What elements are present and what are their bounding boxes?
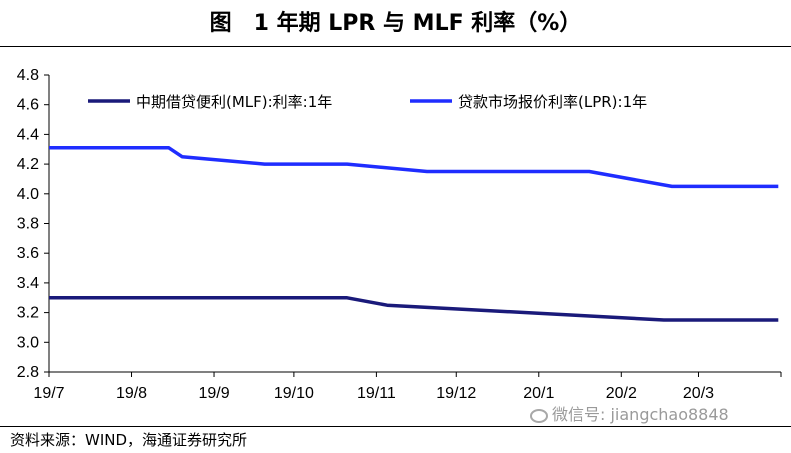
y-tick-label: 4.2 (17, 156, 39, 173)
y-tick-label: 4.0 (17, 186, 39, 203)
bottom-rule (0, 426, 791, 427)
legend-label-lpr: 贷款市场报价利率(LPR):1年 (458, 93, 647, 111)
series-line-lpr (49, 146, 779, 189)
chart-legend: 中期借贷便利(MLF):利率:1年 贷款市场报价利率(LPR):1年 (88, 93, 647, 111)
y-tick-label: 3.2 (17, 305, 39, 322)
x-tick-label: 20/3 (683, 385, 714, 402)
legend-label-mlf: 中期借贷便利(MLF):利率:1年 (136, 93, 332, 111)
watermark-text: 微信号: jiangchao8848 (552, 405, 729, 424)
y-tick-label: 4.6 (17, 97, 39, 114)
y-tick-label: 3.0 (17, 334, 39, 351)
source-note: 资料来源：WIND，海通证券研究所 (10, 431, 248, 449)
y-tick-label: 3.4 (17, 275, 39, 292)
y-tick-label: 2.8 (17, 364, 39, 381)
y-tick-label: 4.4 (17, 126, 39, 143)
y-axis-ticks: 2.8 3.0 3.2 3.4 3.6 3.8 4.0 4.2 4.4 4.6 4.8 (17, 67, 49, 381)
y-tick-label: 3.6 (17, 245, 39, 262)
x-tick-label: 19/7 (33, 385, 64, 402)
wechat-icon (530, 408, 548, 423)
line-chart: 2.83.03.23.43.63.84.04.24.44.64.8 19/7 19… (17, 67, 782, 402)
y-tick-label: 4.8 (17, 67, 39, 84)
chart-series (49, 146, 779, 322)
top-rule (0, 46, 791, 47)
y-tick-label: 3.8 (17, 216, 39, 233)
x-tick-label: 20/2 (606, 385, 637, 402)
x-tick-label: 19/11 (357, 385, 396, 402)
series-line-mlf (49, 296, 779, 322)
x-tick-label: 20/1 (523, 385, 554, 402)
watermark: 微信号: jiangchao8848 (530, 404, 729, 426)
chart-axes (48, 75, 781, 373)
x-tick-label: 19/10 (274, 385, 314, 402)
x-tick-label: 19/12 (436, 385, 476, 402)
x-tick-label: 19/8 (116, 385, 147, 402)
x-tick-label: 19/9 (198, 385, 229, 402)
x-axis-ticks: 19/7 19/8 19/9 19/10 19/11 19/12 20/1 20/2 20/3 (33, 372, 782, 402)
chart-title: 图 1 年期 LPR 与 MLF 利率（%） (209, 11, 582, 36)
